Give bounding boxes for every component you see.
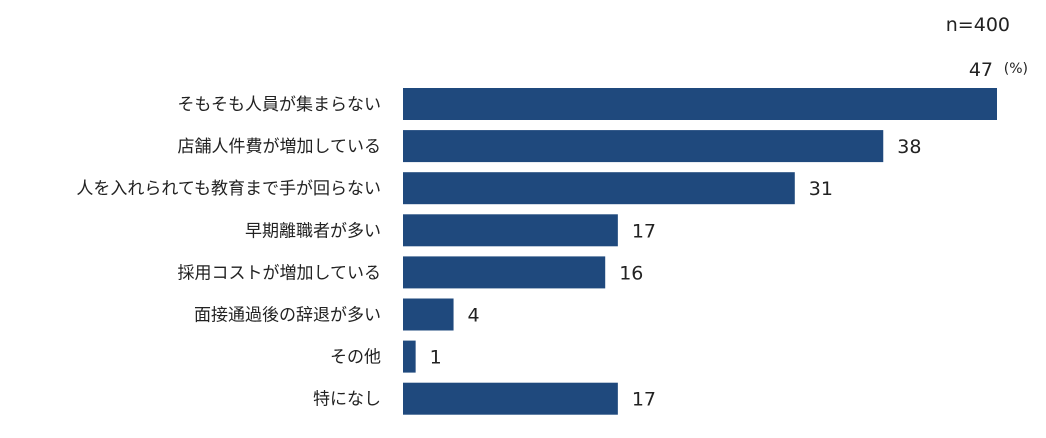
value-label: 4 <box>468 305 480 327</box>
value-label: 17 <box>632 389 656 411</box>
value-label: 47 <box>969 59 993 81</box>
bar <box>403 88 997 120</box>
sample-size-label: n=400 <box>945 14 1010 36</box>
value-label: 38 <box>897 136 921 158</box>
bar <box>403 340 416 373</box>
category-label: 人を入れられても教育まで手が回らない <box>76 179 381 199</box>
category-label: そもそも人員が集まらない <box>177 95 381 115</box>
category-label: 店舗人件費が増加している <box>178 137 382 157</box>
value-label: 31 <box>809 178 833 200</box>
bar <box>403 172 795 205</box>
category-label: 早期離職者が多い <box>245 221 381 241</box>
bar <box>403 214 618 247</box>
unit-label: (%) <box>1003 61 1028 77</box>
bar <box>403 130 884 163</box>
bar <box>403 382 618 415</box>
bar <box>403 298 454 331</box>
value-label: 1 <box>430 347 442 369</box>
category-label: その他 <box>330 348 381 368</box>
category-label: 面接通過後の辞退が多い <box>194 306 381 326</box>
value-label: 17 <box>632 220 656 242</box>
category-label: 採用コストが増加している <box>178 263 382 283</box>
category-label: 特になし <box>313 390 381 410</box>
value-label: 16 <box>619 262 643 284</box>
bar <box>403 256 606 289</box>
